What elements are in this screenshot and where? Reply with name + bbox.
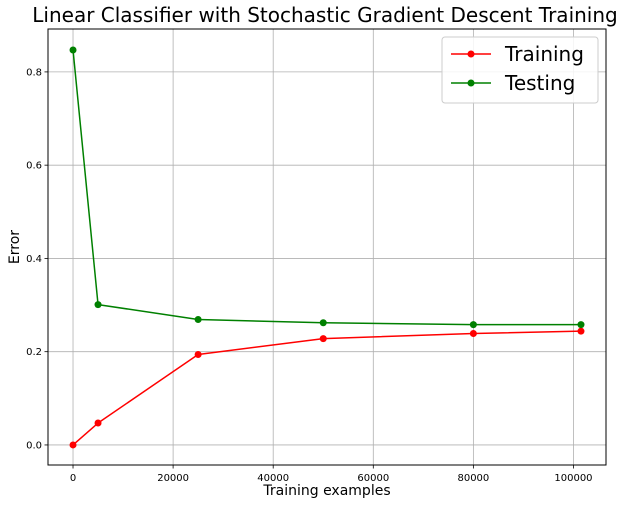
data-point-training (469, 330, 477, 337)
y-tick-label: 0.6 (26, 161, 42, 172)
data-point-testing (577, 321, 585, 329)
y-tick-label: 0.0 (26, 440, 42, 451)
data-point-testing (194, 316, 202, 324)
series-group (69, 46, 585, 449)
x-tick-label: 100000 (554, 473, 592, 484)
data-point-training (94, 419, 102, 427)
y-tick-label: 0.8 (26, 67, 42, 78)
series-testing (69, 46, 585, 329)
data-point-training (194, 350, 202, 358)
plot-frame (47, 28, 607, 466)
x-tick-label: 80000 (457, 473, 489, 484)
y-axis-title: Error (7, 230, 23, 264)
data-point-training (319, 335, 327, 343)
data-point-training (69, 441, 77, 449)
legend-marker-training (467, 50, 475, 58)
series-line-training (72, 330, 581, 446)
legend: Training Testing (441, 36, 599, 104)
data-point-testing (94, 301, 102, 309)
legend-marker-testing (467, 79, 475, 87)
x-tick-label: 0 (70, 473, 76, 484)
x-ticks: 0 20000 40000 60000 80000 100000 (70, 465, 593, 484)
series-line-testing (72, 49, 581, 326)
series-training (69, 327, 585, 449)
y-ticks: 0.0 0.2 0.4 0.6 0.8 (26, 67, 48, 451)
legend-label-training: Training (504, 42, 584, 66)
x-tick-label: 60000 (357, 473, 389, 484)
x-axis-title: Training examples (262, 483, 390, 499)
data-point-training (577, 327, 585, 335)
legend-entry-training: Training (451, 42, 584, 66)
legend-entry-testing: Testing (451, 71, 575, 95)
legend-label-testing: Testing (504, 71, 575, 95)
data-point-testing (69, 46, 77, 54)
y-tick-label: 0.4 (26, 254, 42, 265)
x-tick-label: 20000 (157, 473, 189, 484)
x-tick-label: 40000 (257, 473, 289, 484)
chart-title: Linear Classifier with Stochastic Gradie… (32, 3, 617, 27)
data-point-testing (469, 321, 477, 329)
data-point-testing (319, 319, 327, 327)
y-tick-label: 0.2 (26, 347, 42, 358)
